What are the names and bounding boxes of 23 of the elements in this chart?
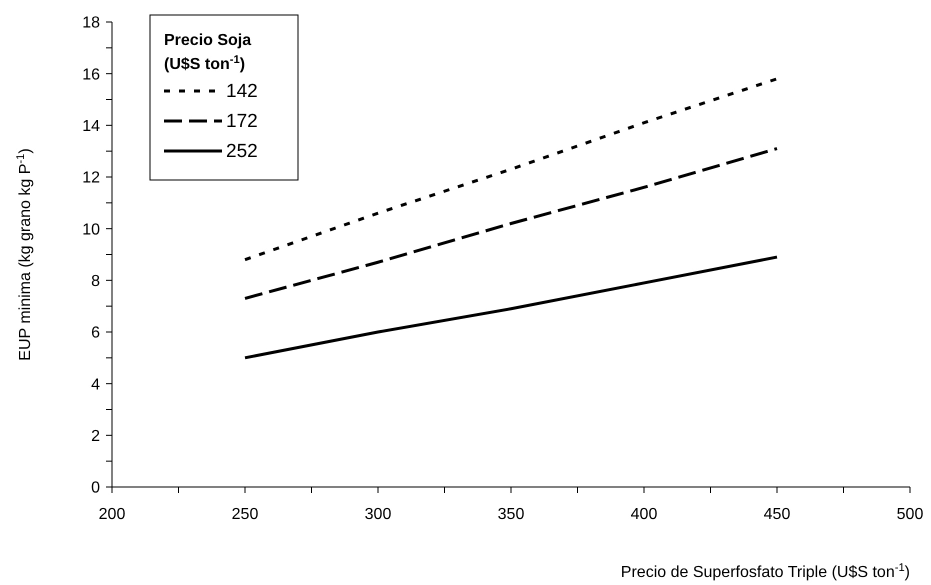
line-series: [244, 256, 778, 360]
x-tick-label: 400: [630, 506, 658, 523]
legend-label: 142: [226, 81, 258, 102]
y-tick-label: 18: [82, 14, 100, 32]
y-tick-label: 12: [82, 170, 100, 187]
y-tick-label: 14: [82, 118, 100, 135]
y-tick-label: 10: [82, 221, 100, 238]
y-tick-label: 0: [91, 480, 100, 497]
x-tick-label: 250: [232, 506, 258, 523]
legend-label: 172: [226, 111, 258, 132]
y-tick-label: 6: [91, 324, 100, 342]
x-tick-label: 350: [498, 506, 524, 523]
y-tick-label: 8: [91, 272, 100, 290]
y-tick-label: 2: [91, 428, 100, 445]
x-tick-label: 300: [364, 506, 392, 523]
y-tick-label: 4: [91, 376, 100, 394]
y-tick-label: 16: [82, 66, 100, 84]
x-axis-title: Precio de Superfosfato Triple (U$S ton$^{-1}$): [620, 562, 910, 581]
legend-title: Precio Soja (U$S ton$^{-1}$): [164, 32, 252, 73]
x-tick-label: 450: [764, 506, 790, 523]
x-tick-label: 500: [896, 506, 924, 523]
x-tick-label: 200: [98, 506, 126, 523]
legend-label: 252: [226, 141, 258, 162]
